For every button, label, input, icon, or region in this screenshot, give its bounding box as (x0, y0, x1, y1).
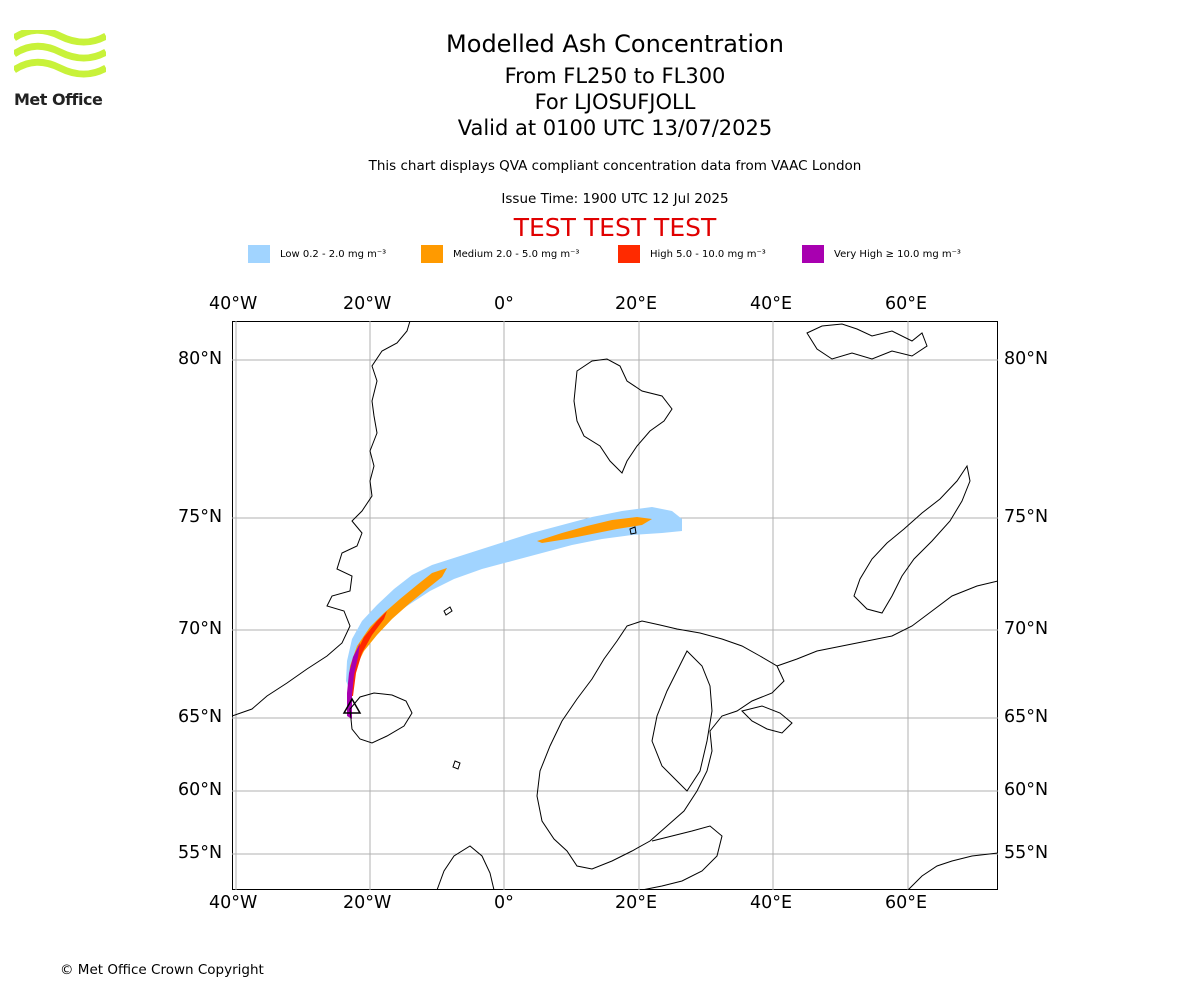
chart-title: Modelled Ash Concentration (446, 30, 784, 58)
lon-tick-top: 20°E (615, 294, 658, 314)
scandinavia-coast (536, 620, 785, 870)
lon-tick-bottom: 0° (494, 893, 514, 913)
jan-mayen (443, 606, 453, 616)
legend-item-very-high: Very High ≥ 10.0 mg m⁻³ (802, 244, 961, 264)
legend-swatch-low (248, 245, 270, 263)
copyright: © Met Office Crown Copyright (60, 962, 264, 978)
faroe-islands (452, 760, 461, 770)
finland-coast (651, 650, 713, 792)
lat-tick-right: 65°N (1004, 707, 1049, 727)
volcano-name: For LJOSUFJOLL (534, 90, 696, 114)
greenland-coast (232, 321, 411, 717)
lon-tick-top: 0° (494, 294, 514, 314)
issue-time: Issue Time: 1900 UTC 12 Jul 2025 (501, 191, 729, 207)
ash-map (232, 321, 998, 890)
white-sea-coast (741, 705, 793, 734)
legend-swatch-medium (421, 245, 443, 263)
lat-tick-right: 80°N (1004, 349, 1049, 369)
lon-tick-top: 60°E (885, 294, 928, 314)
map-frame (232, 321, 998, 890)
british-isles-coast (436, 845, 495, 890)
lat-tick-left: 70°N (178, 619, 223, 639)
lon-tick-top: 40°W (209, 294, 258, 314)
legend-item-low: Low 0.2 - 2.0 mg m⁻³ (248, 244, 386, 264)
iceland-coast (349, 692, 413, 744)
legend-swatch-very-high (802, 245, 824, 263)
valid-time: Valid at 0100 UTC 13/07/2025 (457, 116, 773, 140)
legend-label-very-high: Very High ≥ 10.0 mg m⁻³ (834, 248, 961, 260)
lat-tick-left: 55°N (178, 843, 223, 863)
legend-label-low: Low 0.2 - 2.0 mg m⁻³ (280, 248, 387, 260)
lon-tick-bottom: 20°W (343, 893, 392, 913)
lat-tick-left: 65°N (178, 707, 223, 727)
volcano-marker-icon (342, 697, 362, 714)
lon-tick-bottom: 40°W (209, 893, 258, 913)
flight-level-range: From FL250 to FL300 (504, 64, 726, 88)
lon-tick-bottom: 40°E (750, 893, 793, 913)
lon-tick-top: 20°W (343, 294, 392, 314)
baltic-coast (641, 825, 723, 890)
russia-coast (776, 580, 998, 667)
logo-text: Met Office (14, 90, 103, 109)
ash-medium-region (537, 517, 652, 543)
novaya-zemlya-coast (853, 464, 971, 614)
legend-item-high: High 5.0 - 10.0 mg m⁻³ (618, 244, 766, 264)
chart-description: This chart displays QVA compliant concen… (368, 158, 862, 174)
legend-item-medium: Medium 2.0 - 5.0 mg m⁻³ (421, 244, 579, 264)
lon-tick-bottom: 20°E (615, 893, 658, 913)
north-siberia-coast (907, 852, 998, 890)
lat-tick-right: 70°N (1004, 619, 1049, 639)
svalbard-coast (573, 358, 673, 474)
ash-medium-region (348, 568, 447, 691)
lat-tick-right: 75°N (1004, 507, 1049, 527)
legend-swatch-high (618, 245, 640, 263)
coastlines (232, 321, 998, 890)
franz-josef-coast (806, 323, 928, 360)
test-banner: TEST TEST TEST (513, 213, 717, 242)
legend-label-high: High 5.0 - 10.0 mg m⁻³ (650, 248, 766, 260)
bear-island (629, 526, 637, 535)
lat-tick-right: 60°N (1004, 780, 1049, 800)
lon-tick-top: 40°E (750, 294, 793, 314)
lat-tick-left: 60°N (178, 780, 223, 800)
met-office-waves-icon (12, 26, 108, 78)
lat-tick-right: 55°N (1004, 843, 1049, 863)
lon-tick-bottom: 60°E (885, 893, 928, 913)
ash-very-high-region (347, 643, 360, 719)
lat-tick-left: 80°N (178, 349, 223, 369)
legend-label-medium: Medium 2.0 - 5.0 mg m⁻³ (453, 248, 580, 260)
lat-tick-left: 75°N (178, 507, 223, 527)
met-office-logo: Met Office (12, 26, 108, 112)
